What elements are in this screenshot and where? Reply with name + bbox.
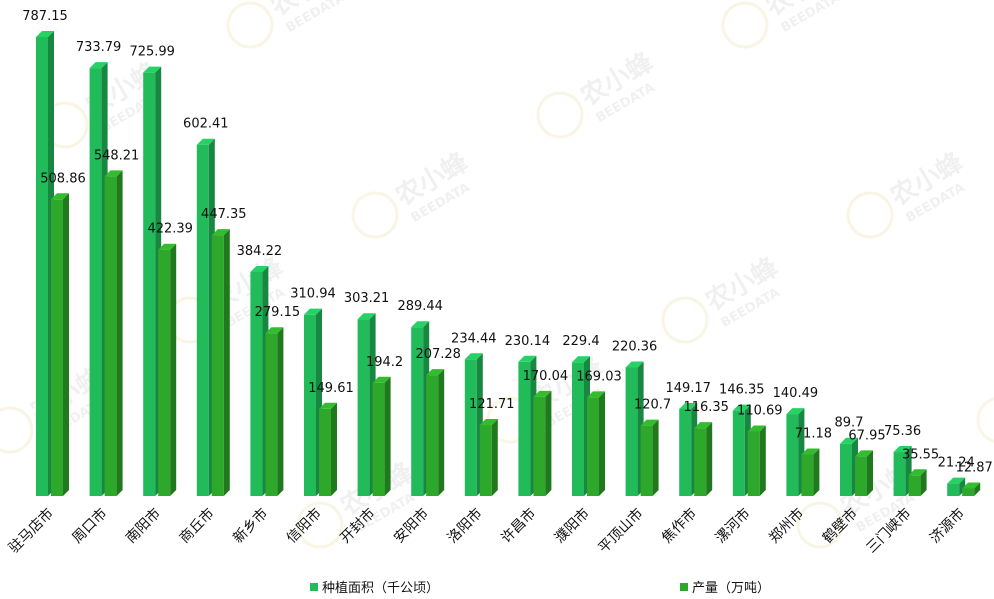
bar-yield xyxy=(747,425,766,496)
legend-swatch-yield xyxy=(680,583,688,591)
value-label-area: 733.79 xyxy=(76,40,122,55)
bar-area xyxy=(196,138,215,496)
x-tick-label: 济源市 xyxy=(926,505,968,547)
value-label-yield: 508.86 xyxy=(40,171,86,186)
value-label-area: 146.35 xyxy=(719,383,765,398)
value-label-area: 787.15 xyxy=(22,9,68,24)
bee-logo-icon xyxy=(721,1,769,49)
x-tick-label: 驻马店市 xyxy=(5,505,57,557)
value-label-yield: 120.7 xyxy=(634,398,671,413)
value-label-yield: 170.04 xyxy=(523,369,569,384)
value-label-area: 89.7 xyxy=(835,416,864,431)
value-label-yield: 279.15 xyxy=(255,305,301,320)
bar-yield xyxy=(265,327,284,496)
x-tick-label: 漯河市 xyxy=(712,505,754,547)
value-label-area: 75.36 xyxy=(884,424,921,439)
x-tick-label: 新乡市 xyxy=(230,505,272,547)
legend-label-yield: 产量（万吨） xyxy=(692,581,770,596)
value-label-area: 310.94 xyxy=(290,287,336,302)
value-label-area: 21.24 xyxy=(938,456,975,471)
legend: 种植面积（千公顷） 产量（万吨） xyxy=(310,581,770,596)
bar-yield xyxy=(104,170,123,496)
value-label-area: 234.44 xyxy=(451,331,497,346)
bee-logo-icon xyxy=(976,396,994,444)
value-label-area: 220.36 xyxy=(612,340,658,355)
value-labels-layer: 787.15 508.86 733.79 548.21 725.99 422.39 602.… xyxy=(22,9,993,475)
bar-yield xyxy=(479,419,498,496)
value-label-yield: 67.95 xyxy=(848,428,885,443)
bar-yield xyxy=(587,391,605,496)
bar-yield xyxy=(158,243,177,496)
value-label-area: 149.17 xyxy=(665,381,711,396)
value-label-area: 140.49 xyxy=(773,386,819,401)
bee-logo-icon xyxy=(351,191,399,239)
bee-logo-icon xyxy=(226,1,274,49)
bar-yield xyxy=(908,469,927,496)
x-tick-label: 平顶山市 xyxy=(595,505,647,557)
value-label-yield: 35.55 xyxy=(902,447,939,462)
value-label-yield: 194.2 xyxy=(366,355,403,370)
x-tick-labels-layer: 驻马店市 周口市 南阳市 商丘市 新乡市 信阳市 开封市 安阳市 洛阳市 许昌市 濮阳市 平顶山市 焦作… xyxy=(5,505,968,557)
value-label-yield: 169.03 xyxy=(576,369,622,384)
bar-yield xyxy=(51,193,69,496)
legend-label-area: 种植面积（千公顷） xyxy=(322,581,439,596)
value-label-yield: 116.35 xyxy=(683,400,729,415)
bee-logo-icon xyxy=(0,406,34,454)
value-label-yield: 149.61 xyxy=(308,381,354,396)
x-tick-label: 商丘市 xyxy=(176,505,218,547)
value-label-yield: 110.69 xyxy=(737,403,783,418)
value-label-area: 725.99 xyxy=(129,45,175,60)
value-label-yield: 12.87 xyxy=(956,460,993,475)
value-label-area: 384.22 xyxy=(237,244,283,259)
value-label-area: 602.41 xyxy=(183,117,229,132)
legend-swatch-area xyxy=(310,583,318,591)
value-label-yield: 71.18 xyxy=(795,426,832,441)
bar-yield xyxy=(640,419,659,496)
value-label-yield: 121.71 xyxy=(469,397,515,412)
x-tick-label: 郑州市 xyxy=(766,505,808,547)
bar-yield xyxy=(694,422,713,496)
value-label-area: 303.21 xyxy=(344,291,390,306)
x-tick-label: 洛阳市 xyxy=(444,505,486,547)
value-label-area: 289.44 xyxy=(397,299,443,314)
bee-logo-icon xyxy=(536,91,584,139)
bee-logo-icon xyxy=(796,501,844,549)
x-tick-label: 濮阳市 xyxy=(551,505,593,547)
value-label-yield: 548.21 xyxy=(94,148,140,163)
x-tick-label: 焦作市 xyxy=(658,505,700,547)
bar-yield xyxy=(372,376,391,496)
value-label-yield: 207.28 xyxy=(415,347,461,362)
bar-yield xyxy=(855,450,873,496)
bar-yield xyxy=(801,448,820,496)
value-label-yield: 447.35 xyxy=(201,207,247,222)
bar-yield xyxy=(426,369,445,496)
x-tick-label: 许昌市 xyxy=(498,505,540,547)
bar-yield xyxy=(533,390,552,496)
bee-logo-icon xyxy=(296,501,344,549)
bar-yield xyxy=(319,402,337,496)
bee-logo-icon xyxy=(846,191,894,239)
value-label-area: 229.4 xyxy=(562,334,599,349)
x-tick-label: 南阳市 xyxy=(122,505,164,547)
value-label-area: 230.14 xyxy=(505,334,551,349)
x-tick-label: 周口市 xyxy=(69,505,111,547)
bar-yield xyxy=(211,229,230,496)
value-label-yield: 422.39 xyxy=(147,222,193,237)
bar-area xyxy=(625,361,644,496)
bars-layer xyxy=(36,31,981,497)
bar-yield xyxy=(962,482,981,496)
bee-logo-icon xyxy=(661,296,709,344)
